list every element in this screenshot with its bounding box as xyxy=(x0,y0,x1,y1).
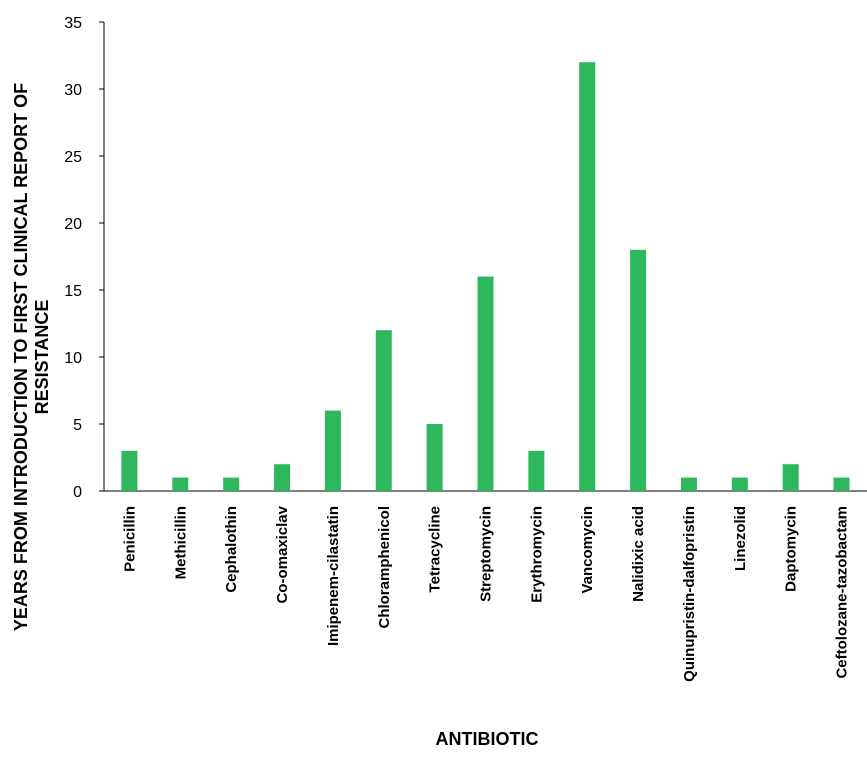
y-tick-label-2: 10 xyxy=(64,350,82,367)
category-label-linezolid: Linezolid xyxy=(732,506,749,571)
bar-methicillin xyxy=(172,477,189,491)
category-label-methicillin: Methicillin xyxy=(172,506,189,579)
y-tick-label-5: 25 xyxy=(64,149,82,166)
category-label-quinupristin-dalfopristin: Quinupristin-dalfopristin xyxy=(681,506,698,682)
y-tick-label-7: 35 xyxy=(64,15,82,32)
category-label-nalidixic-acid: Nalidixic acid xyxy=(630,506,647,602)
category-labels: Penicillin Methicillin Cephalothin Co-omaxi… xyxy=(121,505,850,681)
y-tick-label-6: 30 xyxy=(64,82,82,99)
bar-erythromycin xyxy=(528,450,545,491)
y-tick-label-3: 15 xyxy=(64,283,82,300)
category-label-tetracycline: Tetracycline xyxy=(427,506,444,592)
bar-nalidixic-acid xyxy=(630,249,647,491)
category-label-chloramphenicol: Chloramphenicol xyxy=(376,506,393,629)
y-axis-title-line-1: YEARS FROM INTRODUCTION TO FIRST CLINICA… xyxy=(11,83,31,631)
y-axis-ticks: 0 5 10 15 20 25 30 35 xyxy=(64,15,104,501)
bar-vancomycin xyxy=(579,62,596,491)
bar-co-omaxiclav xyxy=(274,464,291,491)
category-label-erythromycin: Erythromycin xyxy=(528,506,545,603)
category-label-cephalothin: Cephalothin xyxy=(223,506,240,593)
bar-penicillin xyxy=(121,450,138,491)
y-axis-title-line-2: RESISTANCE xyxy=(32,300,52,415)
y-axis-title: YEARS FROM INTRODUCTION TO FIRST CLINICA… xyxy=(11,83,52,631)
y-tick-label-0: 0 xyxy=(73,484,82,501)
category-label-co-omaxiclav: Co-omaxiclav xyxy=(274,505,291,603)
bar-linezolid xyxy=(731,477,748,491)
bar-imipenem-cilastatin xyxy=(324,410,341,491)
bar-ceftolozane-tazobactam xyxy=(833,477,850,491)
bar-tetracycline xyxy=(426,424,443,491)
y-tick-label-1: 5 xyxy=(73,417,82,434)
bar-quinupristin-dalfopristin xyxy=(680,477,697,491)
y-tick-label-4: 20 xyxy=(64,216,82,233)
bar-streptomycin xyxy=(477,276,494,491)
category-label-streptomycin: Streptomycin xyxy=(478,506,495,602)
category-label-penicillin: Penicillin xyxy=(121,506,138,572)
bar-chloramphenicol xyxy=(375,330,392,491)
category-label-vancomycin: Vancomycin xyxy=(579,506,596,594)
x-axis-title: ANTIBIOTIC xyxy=(436,729,539,749)
category-label-imipenem-cilastatin: Imipenem-cilastatin xyxy=(325,506,342,646)
category-label-ceftolozane-tazobactam: Ceftolozane-tazobactam xyxy=(834,506,851,679)
category-label-daptomycin: Daptomycin xyxy=(783,506,800,592)
bars xyxy=(121,62,850,491)
bar-daptomycin xyxy=(782,464,799,491)
bar-cephalothin xyxy=(223,477,240,491)
